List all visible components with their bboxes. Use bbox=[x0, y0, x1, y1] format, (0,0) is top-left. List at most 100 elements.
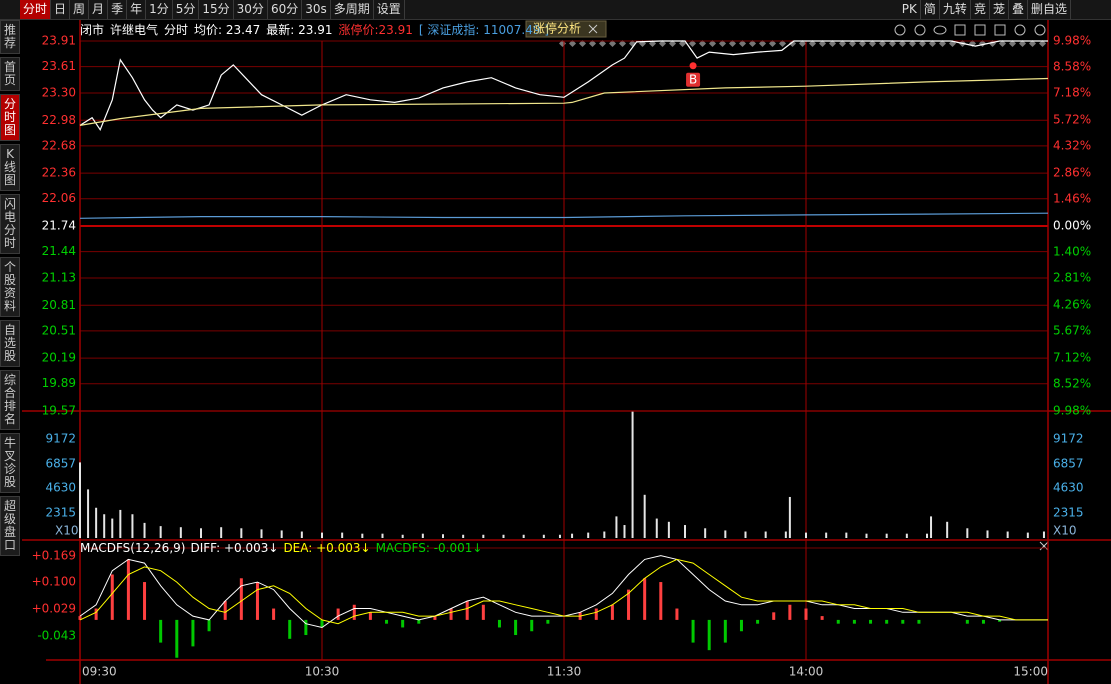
info-avg: 均价: 23.47 bbox=[194, 23, 260, 37]
toolbar-item[interactable]: 1分 bbox=[146, 0, 173, 19]
macd-bar bbox=[998, 619, 1002, 622]
macd-bar bbox=[981, 619, 985, 624]
macd-bar bbox=[433, 616, 437, 620]
volume-bar bbox=[926, 533, 928, 538]
limit-marker bbox=[938, 39, 947, 48]
y-tick-label: 19.57 bbox=[42, 404, 76, 418]
tab-close[interactable] bbox=[588, 24, 598, 34]
y2-tick-label: 9.98% bbox=[1053, 34, 1091, 48]
icon[interactable] bbox=[1034, 24, 1046, 36]
toolbar-right: PK 简九转竞茏叠删自选 bbox=[899, 0, 1071, 19]
sidebar-item[interactable]: 超级盘口 bbox=[0, 496, 20, 556]
limit-marker bbox=[738, 39, 747, 48]
volume-bar bbox=[966, 528, 969, 538]
macd-bar bbox=[481, 604, 485, 620]
toolbar-item[interactable]: 周 bbox=[70, 0, 90, 19]
macd-bar bbox=[465, 600, 469, 620]
toolbar-item[interactable]: 5分 bbox=[173, 0, 200, 19]
volume-bar bbox=[200, 528, 202, 538]
icon[interactable] bbox=[994, 24, 1006, 36]
panel-close[interactable] bbox=[1039, 541, 1049, 551]
toolbar-item[interactable]: 九转 bbox=[940, 0, 971, 19]
tab[interactable] bbox=[525, 20, 607, 38]
macd-readout: DIFF: +0.003↓ bbox=[190, 541, 278, 555]
macd-bar bbox=[627, 589, 631, 620]
sidebar-item[interactable]: 自选股 bbox=[0, 320, 20, 367]
toolbar-item[interactable]: 30分 bbox=[234, 0, 268, 19]
volume-bar bbox=[260, 529, 263, 538]
volume-bar bbox=[159, 526, 162, 538]
macd-bar bbox=[691, 619, 695, 643]
macd-bar bbox=[965, 619, 969, 624]
x-tick-label: 14:00 bbox=[789, 665, 824, 679]
sidebar-item[interactable]: 分时图 bbox=[0, 94, 20, 141]
y-tick-label: +0.100 bbox=[32, 575, 76, 589]
icon[interactable] bbox=[933, 25, 947, 35]
toolbar-item[interactable]: 月 bbox=[89, 0, 109, 19]
y2-tick-label: 2.81% bbox=[1053, 271, 1091, 285]
toolbar-item[interactable]: 15分 bbox=[199, 0, 234, 19]
macd-bar bbox=[352, 604, 356, 620]
y2-tick-label: 4.32% bbox=[1053, 138, 1091, 152]
toolbar-item[interactable]: 30s bbox=[302, 0, 331, 19]
toolbar-item[interactable]: 分时 bbox=[20, 0, 52, 19]
macd-header: MACDFS(12,26,9) DIFF: +0.003↓ DEA: +0.003↓… bbox=[80, 541, 482, 555]
toolbar-item[interactable]: 年 bbox=[127, 0, 147, 19]
y-tick-label: 22.06 bbox=[42, 191, 76, 205]
sidebar-item[interactable]: K线图 bbox=[0, 144, 20, 191]
limit-marker bbox=[1008, 39, 1017, 48]
icon[interactable] bbox=[954, 24, 966, 36]
toolbar-item[interactable]: 叠 bbox=[1009, 0, 1028, 19]
macd-bar bbox=[869, 619, 873, 624]
limit-marker bbox=[688, 39, 697, 48]
volume-bar bbox=[724, 530, 727, 538]
toolbar-item[interactable]: 日 bbox=[51, 0, 71, 19]
y-tick-label: 6857 bbox=[45, 456, 76, 470]
toolbar-item[interactable]: 设置 bbox=[374, 0, 405, 19]
toolbar-item[interactable]: 茏 bbox=[990, 0, 1009, 19]
y-tick-label: 22.98 bbox=[42, 113, 76, 127]
icon[interactable] bbox=[894, 24, 906, 36]
limit-marker bbox=[808, 39, 817, 48]
limit-marker bbox=[898, 39, 907, 48]
toolbar-item[interactable]: 季 bbox=[108, 0, 128, 19]
limit-marker bbox=[998, 39, 1007, 48]
volume-bar bbox=[280, 530, 283, 538]
sidebar-item[interactable]: 闪电分时 bbox=[0, 194, 20, 254]
toolbar-item[interactable]: 竞 bbox=[971, 0, 990, 19]
y2-tick-label: 8.58% bbox=[1053, 59, 1091, 73]
macd-bar bbox=[643, 578, 647, 620]
y2-tick-label: 4630 bbox=[1053, 480, 1084, 494]
macd-bar bbox=[159, 619, 163, 643]
toolbar-item[interactable]: 多周期 bbox=[331, 0, 374, 19]
info-index: [ 深证成指: 11007.49 ] bbox=[419, 22, 549, 37]
macd-bar bbox=[788, 604, 792, 620]
volume-bar bbox=[631, 411, 634, 538]
macd-bar bbox=[368, 612, 372, 620]
unit-label: X10 bbox=[55, 524, 79, 538]
volume-bar bbox=[119, 509, 122, 538]
volume-bar bbox=[930, 516, 933, 538]
toolbar-item[interactable]: 60分 bbox=[268, 0, 303, 19]
sidebar-item[interactable]: 牛叉诊股 bbox=[0, 433, 20, 493]
icon[interactable] bbox=[914, 24, 926, 36]
toolbar-item[interactable]: 简 bbox=[921, 0, 940, 19]
icon[interactable] bbox=[1014, 24, 1026, 36]
sidebar-item[interactable]: 个股资料 bbox=[0, 257, 20, 317]
toolbar-item[interactable]: 删自选 bbox=[1028, 0, 1071, 19]
sidebar-item[interactable]: 综合排名 bbox=[0, 370, 20, 430]
y2-tick-label: 5.72% bbox=[1053, 112, 1091, 126]
volume-bar bbox=[442, 534, 444, 538]
volume-bar bbox=[220, 527, 223, 538]
volume-bar bbox=[300, 531, 303, 538]
y-tick-label: 21.13 bbox=[42, 271, 76, 285]
icon[interactable] bbox=[974, 24, 986, 36]
y-tick-label: 23.61 bbox=[42, 59, 76, 73]
y-tick-label: 22.68 bbox=[42, 138, 76, 152]
price-line bbox=[79, 77, 1049, 126]
toolbar-item[interactable]: PK bbox=[899, 0, 921, 19]
sidebar-item[interactable]: 推荐 bbox=[0, 20, 20, 54]
sidebar-item[interactable]: 首页 bbox=[0, 57, 20, 91]
info-stock: 许继电气 bbox=[110, 22, 158, 37]
volume-bar bbox=[865, 533, 868, 538]
